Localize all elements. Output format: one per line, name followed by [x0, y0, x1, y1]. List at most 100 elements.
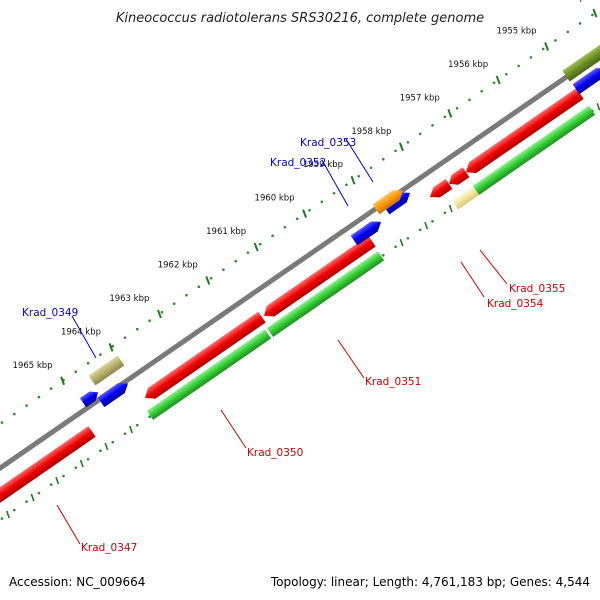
lower-tick — [55, 476, 60, 485]
gene-krad-0353[interactable] — [382, 188, 414, 215]
gene-features — [0, 43, 600, 507]
map-title: Kineococcus radiotolerans SRS30216, comp… — [116, 11, 484, 26]
lower-dot — [62, 474, 65, 478]
ruler-dot — [246, 251, 250, 254]
ruler-dot — [566, 30, 570, 34]
lower-dot — [382, 254, 385, 257]
ruler-dot — [541, 47, 545, 51]
ruler-dot — [197, 285, 201, 289]
gene-krad-0351[interactable] — [260, 235, 376, 321]
lower-tick — [399, 238, 404, 247]
lower-dot — [394, 245, 397, 249]
leader-line — [345, 138, 374, 183]
ruler-major-tick — [60, 376, 66, 386]
ruler-dot — [320, 200, 324, 204]
lower-dot — [86, 457, 90, 461]
gene-orange[interactable] — [372, 186, 407, 215]
lower-tick — [6, 510, 10, 519]
gene-krad-0351-shape — [264, 235, 376, 317]
gene-green-3[interactable] — [470, 105, 596, 197]
gene-green-2-shape — [266, 251, 385, 338]
gene-label-krad-0352[interactable]: Krad_0352 — [270, 157, 326, 169]
ruler-major-tick — [398, 142, 404, 152]
ruler-major-tick — [205, 276, 211, 285]
gene-label-krad-0351[interactable]: Krad_0351 — [365, 376, 421, 388]
gene-krad-0350[interactable] — [141, 311, 266, 403]
ruler-dot — [295, 217, 299, 221]
ruler-dot — [160, 310, 164, 314]
gene-pale-1-shape — [451, 185, 480, 210]
ruler-dot — [13, 412, 16, 416]
ruler-dot — [123, 336, 127, 340]
ruler-dot — [283, 225, 287, 229]
gene-krad-0354b-shape — [449, 167, 470, 185]
ruler-dot — [74, 370, 78, 374]
lower-dot — [0, 517, 4, 520]
gene-label-krad-0347[interactable]: Krad_0347 — [81, 542, 137, 554]
lower-dot — [431, 220, 434, 223]
gene-olive-shape — [562, 43, 600, 82]
ruler-dot — [357, 175, 361, 178]
lower-dot — [443, 211, 447, 215]
kbp-tick-label: 1954 kbp — [545, 0, 585, 3]
lower-tick — [30, 493, 35, 502]
ruler-dot — [271, 234, 274, 237]
gene-krad-0352[interactable] — [350, 217, 385, 246]
gene-label-krad-0355[interactable]: Krad_0355 — [509, 283, 565, 295]
ruler-dot — [185, 293, 188, 297]
lower-tick — [104, 442, 109, 451]
ruler-dot — [25, 404, 28, 407]
ruler-dot — [136, 327, 139, 331]
ruler-major-tick — [108, 342, 114, 352]
lower-dot — [123, 432, 127, 436]
ruler-dot — [345, 183, 348, 187]
kbp-tick-label: 1963 kbp — [109, 294, 149, 304]
gene-green-2[interactable] — [266, 251, 385, 338]
gene-blue-a-shape — [79, 391, 98, 408]
ruler-dot — [505, 73, 508, 76]
gene-blue-c-shape — [572, 68, 600, 95]
gene-label-krad-0353[interactable]: Krad_0353 — [300, 137, 356, 149]
ruler-dot — [418, 132, 422, 136]
gene-olive[interactable] — [562, 43, 600, 82]
gene-krad-0355[interactable] — [462, 88, 584, 177]
gene-label-krad-0349[interactable]: Krad_0349 — [22, 307, 78, 319]
gene-blue-b[interactable] — [97, 379, 132, 408]
gene-label-krad-0354[interactable]: Krad_0354 — [487, 298, 544, 310]
gene-krad-0354[interactable] — [427, 178, 453, 202]
kbp-tick-label: 1958 kbp — [351, 127, 391, 137]
ruler-dot — [332, 192, 336, 195]
ruler-major-tick — [544, 42, 550, 51]
lower-dot — [74, 466, 78, 470]
lower-dot — [406, 237, 410, 240]
ruler-major-tick — [495, 75, 501, 85]
ruler-major-tick — [302, 209, 308, 218]
kbp-tick-label: 1961 kbp — [206, 227, 246, 237]
gene-krad-0352-shape — [350, 221, 381, 246]
gene-krad-0354-shape — [430, 178, 453, 198]
kbp-ruler: 1954 kbp 1955 kbp 1956 kbp 1957 kbp 1958 kbp… — [0, 0, 598, 424]
gene-blue-a[interactable] — [79, 388, 101, 408]
ruler-dot — [455, 107, 459, 110]
lower-dot — [99, 449, 102, 453]
gene-orange-shape — [372, 190, 403, 215]
leader-line — [479, 249, 508, 285]
ruler-dot — [222, 268, 225, 272]
ruler-major-tick — [156, 309, 162, 319]
gene-blue-c[interactable] — [572, 64, 600, 95]
ruler-dot — [591, 13, 594, 17]
ruler-dot — [492, 81, 496, 85]
ruler-major-tick — [253, 242, 259, 252]
leader-line — [56, 504, 81, 545]
lower-dot — [148, 415, 151, 419]
gene-krad-0347[interactable] — [0, 426, 96, 507]
gene-green-1[interactable] — [146, 329, 272, 420]
gene-krad-0349[interactable] — [88, 355, 125, 386]
ruler-major-tick — [447, 109, 453, 118]
gene-krad-0354b[interactable] — [446, 167, 470, 189]
leader-line — [337, 339, 365, 379]
lower-dot — [136, 423, 139, 427]
gene-label-krad-0350[interactable]: Krad_0350 — [247, 447, 303, 459]
gene-pale-1[interactable] — [451, 185, 480, 210]
kbp-tick-label: 1962 kbp — [158, 260, 198, 270]
